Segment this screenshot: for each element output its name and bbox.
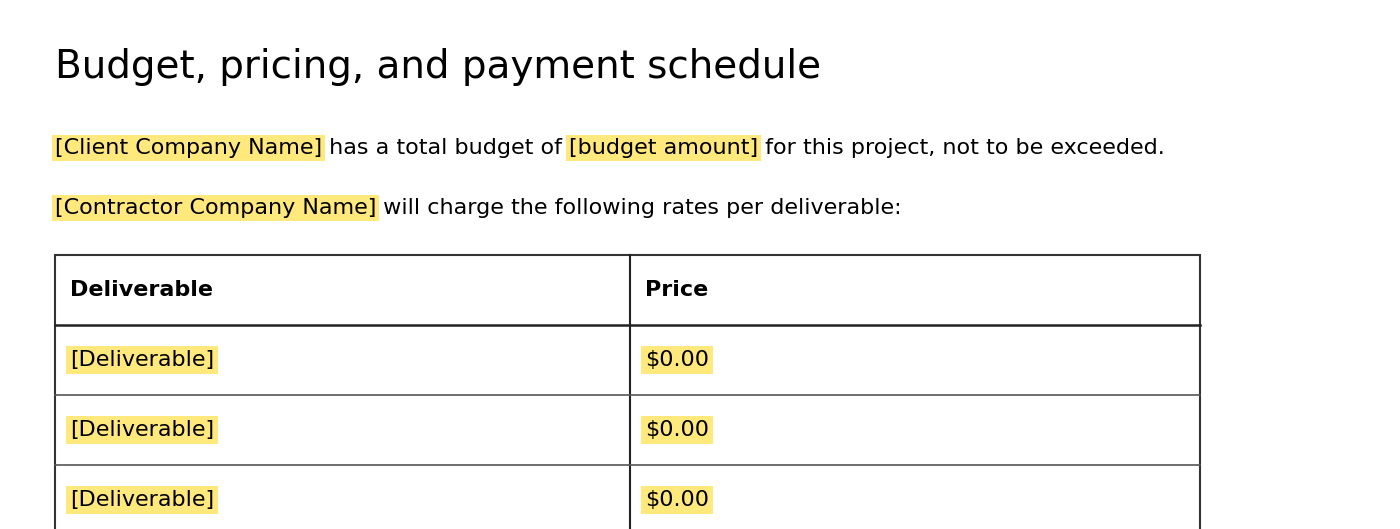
Text: Deliverable: Deliverable <box>70 280 213 300</box>
Text: [Deliverable]: [Deliverable] <box>70 350 214 370</box>
Text: has a total budget of: has a total budget of <box>322 138 570 158</box>
Text: $0.00: $0.00 <box>645 490 708 510</box>
Text: will charge the following rates per deliverable:: will charge the following rates per deli… <box>377 198 902 218</box>
Text: Budget, pricing, and payment schedule: Budget, pricing, and payment schedule <box>55 48 822 86</box>
Text: $0.00: $0.00 <box>645 350 708 370</box>
Text: [budget amount]: [budget amount] <box>570 138 759 158</box>
Text: [Deliverable]: [Deliverable] <box>70 490 214 510</box>
Text: $0.00: $0.00 <box>645 420 708 440</box>
Text: for this project, not to be exceeded.: for this project, not to be exceeded. <box>759 138 1165 158</box>
Text: [Deliverable]: [Deliverable] <box>70 420 214 440</box>
Text: [Client Company Name]: [Client Company Name] <box>55 138 322 158</box>
Text: [Contractor Company Name]: [Contractor Company Name] <box>55 198 377 218</box>
Text: Price: Price <box>645 280 708 300</box>
